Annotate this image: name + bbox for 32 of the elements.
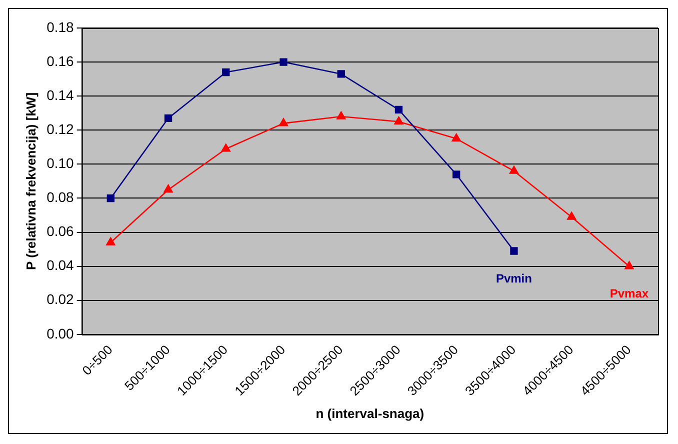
series-label: Pvmax: [610, 286, 649, 301]
y-tick-label: 0.10: [46, 155, 74, 172]
point: [394, 116, 404, 125]
y-tick-label: 0.16: [46, 52, 74, 69]
y-axis-title: P (relativna frekvencija) [kW]: [23, 92, 38, 270]
y-tick-label: 0.18: [46, 18, 74, 35]
y-tick-label: 0.02: [46, 291, 74, 308]
x-axis-title: n (interval-snaga): [316, 406, 424, 421]
point: [624, 261, 634, 270]
point: [510, 247, 518, 255]
point: [280, 58, 288, 66]
point: [336, 111, 346, 120]
point: [164, 114, 172, 122]
point: [164, 184, 173, 193]
y-tick-label: 0.00: [46, 325, 74, 342]
point: [509, 166, 519, 174]
point: [452, 170, 460, 178]
point: [394, 106, 403, 114]
y-tick-label: 0.14: [46, 86, 74, 103]
y-tick-label: 0.08: [46, 189, 74, 206]
y-tick-label: 0.04: [46, 257, 74, 274]
point: [106, 194, 114, 202]
point: [222, 68, 230, 76]
series-label: Pvmin: [496, 271, 532, 286]
point: [278, 118, 288, 126]
point: [337, 70, 345, 78]
point: [567, 212, 576, 220]
point: [452, 134, 461, 142]
y-tick-label: 0.12: [46, 121, 74, 137]
point: [221, 144, 230, 152]
point: [106, 237, 116, 246]
y-tick-label: 0.06: [46, 223, 74, 240]
